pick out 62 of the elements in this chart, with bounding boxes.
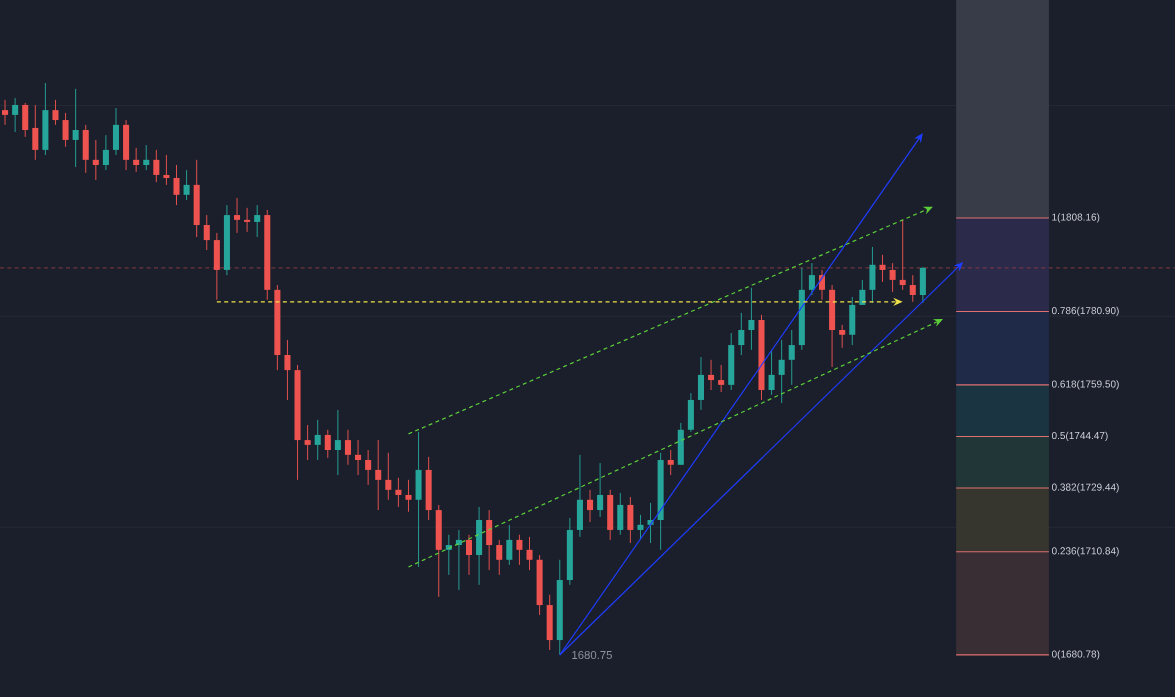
candlestick (778, 339, 785, 404)
candlestick (788, 329, 795, 386)
candlestick (72, 88, 79, 168)
candlestick (445, 534, 452, 576)
candlestick (12, 97, 19, 133)
candlestick (899, 219, 906, 291)
candlestick (768, 349, 775, 396)
candlestick (314, 419, 321, 461)
ref-line-label: 0(1680.78) (1051, 650, 1100, 660)
ref-line-label: 0.786(1780.90) (1051, 306, 1119, 317)
candlestick (133, 147, 140, 173)
annotation: 1680.75 (572, 650, 612, 659)
ref-line-label: 1(1808.16) (1052, 213, 1100, 223)
candlestick (163, 154, 170, 186)
candlestick (244, 207, 251, 233)
candlestick (233, 197, 241, 234)
candlestick (496, 539, 503, 576)
candlestick (304, 424, 311, 461)
candlestick (808, 262, 815, 296)
candlestick (62, 112, 69, 148)
candlestick (718, 364, 725, 393)
candlestick (52, 99, 59, 126)
ref-line-label: 0.236(1710.84) (1051, 547, 1119, 557)
candlestick (738, 312, 745, 356)
candlestick (526, 536, 533, 571)
candlestick (254, 204, 261, 238)
candlestick (203, 214, 210, 251)
candlestick (143, 144, 150, 171)
candlestick (375, 439, 382, 511)
candlestick (516, 534, 523, 566)
candlestick (506, 524, 513, 566)
candlestick (355, 439, 362, 476)
candlestick (334, 409, 341, 476)
candlestick (879, 254, 886, 283)
candlestick (708, 359, 715, 391)
candlestick (587, 489, 594, 523)
ref-line-label: 0.382(1729.44) (1051, 483, 1119, 493)
candlestick (385, 452, 392, 501)
candlestick (637, 514, 644, 541)
candlestick (153, 149, 160, 183)
candlestick (173, 164, 180, 206)
candlestick (859, 279, 866, 306)
candlestick (183, 169, 190, 201)
candlestick (839, 324, 846, 349)
candlestick (405, 479, 412, 513)
candlestick (395, 477, 402, 508)
candlestick (324, 429, 331, 459)
candlestick (92, 139, 99, 181)
candlestick (344, 429, 351, 466)
candlestick (889, 262, 896, 293)
candlestick (597, 462, 604, 518)
ref-line-label: 0.5(1744.47) (1051, 431, 1108, 442)
candlestick (102, 134, 109, 171)
candlestick (365, 449, 372, 486)
candlestick (284, 339, 291, 401)
candlestick (909, 274, 916, 303)
candlestick (32, 104, 39, 161)
candlestick (748, 287, 755, 351)
candlestick (2, 99, 9, 126)
ref-line-label: 0.618(1759.50) (1051, 380, 1119, 390)
candlestick (667, 449, 674, 476)
candlestick (465, 534, 473, 576)
